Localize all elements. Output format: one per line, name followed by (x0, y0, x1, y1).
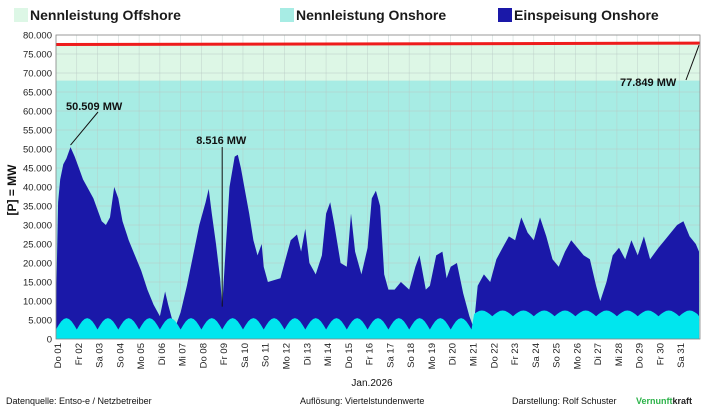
y-tick-label: 35.000 (23, 202, 52, 213)
y-tick-label: 30.000 (23, 221, 52, 232)
x-tick-label: Do 15 (344, 343, 355, 368)
x-tick-label: Fr 02 (74, 343, 85, 365)
legend: Nennleistung Offshore Nennleistung Onsho… (14, 7, 659, 23)
y-tick-label: 45.000 (23, 164, 52, 175)
x-tick-label: Sa 10 (240, 343, 251, 368)
x-tick-label: Di 27 (593, 343, 604, 365)
y-tick-label: 65.000 (23, 88, 52, 99)
x-axis-title: Jan.2026 (351, 378, 393, 389)
x-tick-label: So 18 (406, 343, 417, 368)
x-tick-label: So 25 (552, 343, 563, 368)
annotation-min: 8.516 MW (196, 135, 247, 147)
x-tick-label: Do 01 (53, 343, 64, 368)
y-tick-label: 15.000 (23, 278, 52, 289)
annotation-leader-capacity (685, 44, 700, 81)
x-tick-label: Mo 05 (136, 343, 147, 369)
y-tick-label: 5.000 (28, 316, 52, 327)
x-tick-label: Di 20 (448, 343, 459, 365)
y-tick-label: 55.000 (23, 126, 52, 137)
legend-swatch-onshore-capacity (280, 8, 294, 22)
brand-kraft: kraft (672, 396, 693, 406)
x-tick-label: Do 29 (635, 343, 646, 368)
x-tick-label: Sa 17 (385, 343, 396, 368)
x-tick-label: Sa 31 (676, 343, 687, 368)
x-tick-label: Mi 28 (614, 343, 625, 366)
x-tick-label: So 11 (261, 343, 272, 367)
y-tick-label: 40.000 (23, 183, 52, 194)
footer-source: Datenquelle: Entso-e / Netzbetreiber (6, 396, 152, 406)
capacity-feed-in-chart: Nennleistung Offshore Nennleistung Onsho… (5, 7, 701, 389)
feed-in-area (56, 147, 699, 339)
y-tick-label: 70.000 (23, 69, 52, 80)
x-tick-label: Do 08 (198, 343, 209, 368)
x-tick-label: Mo 12 (282, 343, 293, 369)
annotation-leader-peak (70, 111, 99, 146)
footer-author: Darstellung: Rolf Schuster (512, 396, 617, 406)
x-tick-label: Sa 24 (531, 343, 542, 368)
y-tick-label: 10.000 (23, 297, 52, 308)
y-tick-label: 0 (47, 335, 52, 346)
x-tick-label: So 04 (115, 343, 126, 368)
legend-swatch-feed-in (498, 8, 512, 22)
footer-brand: Vernunftkraft (636, 396, 692, 406)
x-tick-label: Mi 07 (178, 343, 189, 366)
legend-swatch-offshore (14, 8, 28, 22)
annotation-capacity: 77.849 MW (620, 77, 677, 89)
footer-resolution: Auflösung: Viertelstundenwerte (300, 396, 425, 406)
x-tick-label: Fr 23 (510, 343, 521, 365)
y-tick-label: 60.000 (23, 107, 52, 118)
x-tick-label: Mi 14 (323, 343, 334, 366)
annotations: 50.509 MW 8.516 MW 77.849 MW (66, 44, 700, 307)
solar-band (56, 310, 699, 339)
y-tick-label: 75.000 (23, 50, 52, 61)
capacity-total-line (55, 41, 701, 47)
legend-label-feed-in: Einspeisung Onshore (514, 7, 659, 23)
x-tick-label: Mo 19 (427, 343, 438, 369)
x-tick-label: Sa 03 (95, 343, 106, 368)
annotation-peak: 50.509 MW (66, 101, 123, 113)
y-tick-label: 80.000 (23, 31, 52, 42)
x-tick-label: Di 13 (302, 343, 313, 365)
x-tick-label: Do 22 (489, 343, 500, 368)
y-tick-label: 50.000 (23, 145, 52, 156)
y-tick-label: 25.000 (23, 240, 52, 251)
x-tick-label: Fr 16 (365, 343, 376, 365)
x-axis-ticks: Do 01 Fr 02 Sa 03 So 04 Mo 05 Di 06 Mi 07 Do 08… (53, 343, 687, 369)
brand-vernunft: Vernunft (636, 396, 673, 406)
x-tick-label: Fr 30 (655, 343, 666, 365)
legend-label-onshore-capacity: Nennleistung Onshore (296, 7, 446, 23)
legend-label-offshore: Nennleistung Offshore (30, 7, 181, 23)
plot-frame (55, 34, 701, 340)
x-tick-label: Mi 21 (468, 343, 479, 366)
y-axis-ticks: 0 5.000 10.000 15.000 20.000 25.000 30.000 35.0… (23, 31, 52, 346)
y-axis-title: [P] = MW (5, 164, 19, 216)
y-tick-label: 20.000 (23, 259, 52, 270)
x-tick-label: Fr 09 (219, 343, 230, 365)
x-tick-label: Mo 26 (572, 343, 583, 369)
x-tick-label: Di 06 (157, 343, 168, 365)
